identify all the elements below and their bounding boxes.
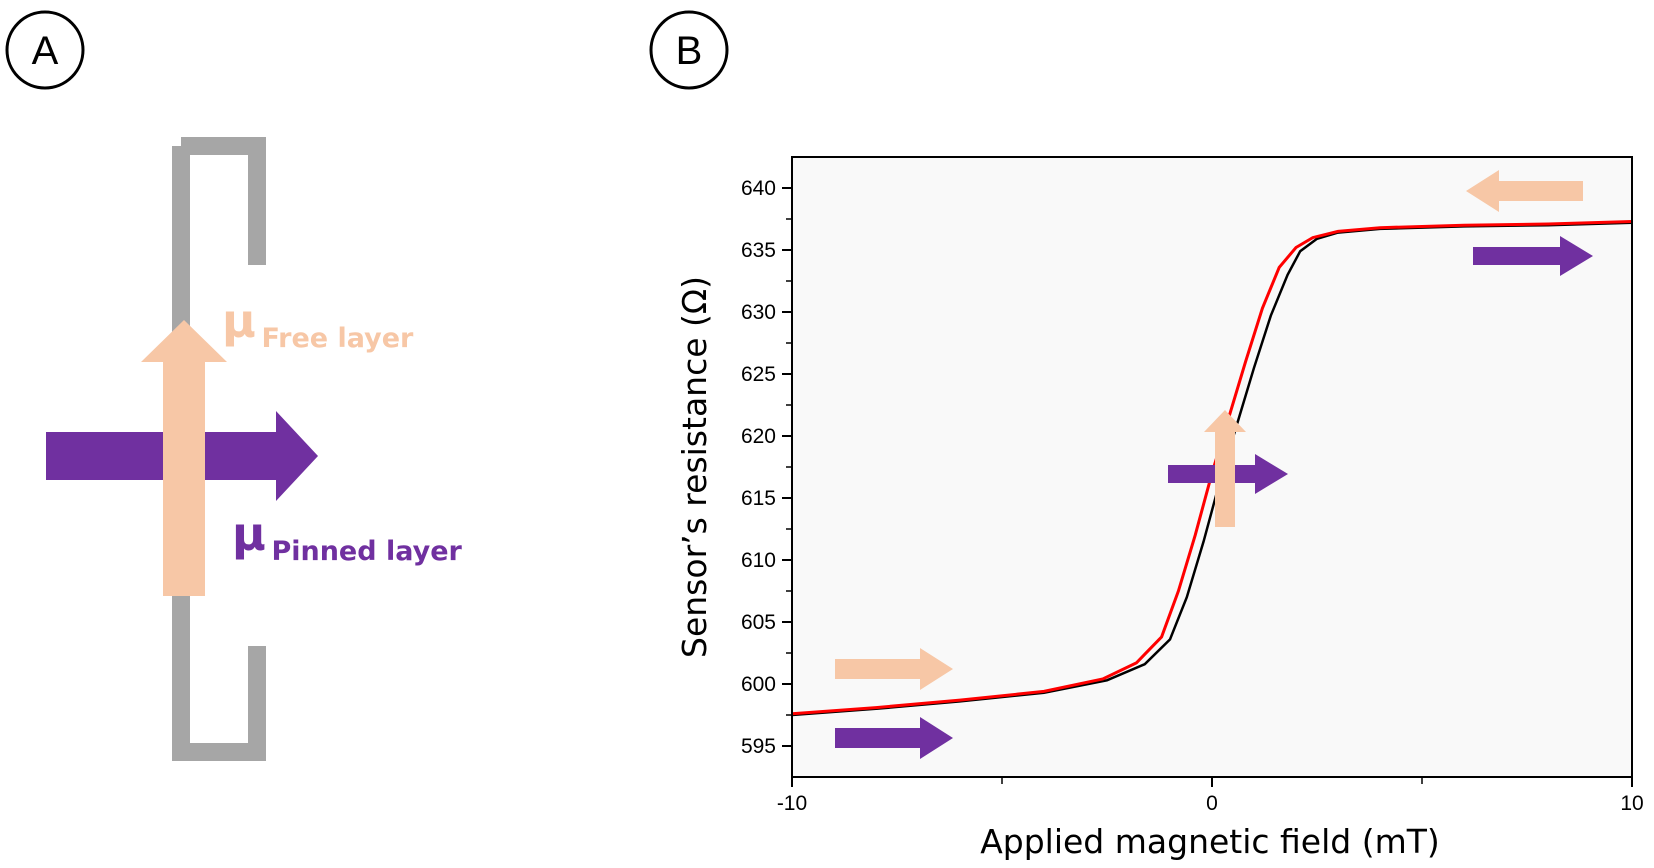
pinned-layer-mu: μ xyxy=(232,507,266,561)
free-layer-mu: μ xyxy=(222,294,256,348)
mid-field-free-arrow-icon xyxy=(1204,410,1246,527)
low-field-free-arrow-icon xyxy=(835,648,953,690)
pinned-layer-label: μ Pinned layer xyxy=(232,507,463,567)
free-layer-label: μ Free layer xyxy=(222,294,414,354)
y-axis-title: Sensor’s resistance (Ω) xyxy=(675,276,714,658)
panel-a: A μ Free layer μ Pinned layer xyxy=(5,10,463,761)
annotation-arrows xyxy=(835,170,1593,759)
panel-a-label: A xyxy=(32,29,59,73)
y-tick-label: 640 xyxy=(741,177,776,200)
y-axis-ticks: 595 600 605 610 615 620 625 630 635 640 xyxy=(741,177,792,758)
y-tick-label: 600 xyxy=(741,673,776,696)
sensor-bracket-top xyxy=(172,137,266,338)
x-axis-title: Applied magnetic field (mT) xyxy=(980,822,1440,861)
x-tick-label: 0 xyxy=(1206,792,1218,815)
sensor-bracket-bottom xyxy=(172,592,266,761)
pinned-layer-subscript: Pinned layer xyxy=(271,536,462,567)
y-tick-label: 615 xyxy=(741,487,776,510)
y-tick-label: 635 xyxy=(741,239,776,262)
low-field-pinned-arrow-icon xyxy=(835,717,953,759)
y-tick-label: 625 xyxy=(741,363,776,386)
free-layer-subscript: Free layer xyxy=(261,323,414,354)
high-field-free-arrow-icon xyxy=(1466,170,1583,212)
y-tick-label: 595 xyxy=(741,735,776,758)
x-axis-ticks: -10 0 10 xyxy=(777,777,1644,815)
panel-b-circle xyxy=(649,10,729,90)
panel-b-label: B xyxy=(676,29,703,73)
panel-a-circle xyxy=(5,10,85,90)
y-tick-label: 630 xyxy=(741,301,776,324)
x-tick-label: 10 xyxy=(1620,792,1643,815)
high-field-pinned-arrow-icon xyxy=(1473,236,1593,276)
y-tick-label: 610 xyxy=(741,549,776,572)
y-tick-label: 620 xyxy=(741,425,776,448)
free-layer-arrow-icon xyxy=(141,320,227,596)
x-tick-label: -10 xyxy=(777,792,807,815)
y-tick-label: 605 xyxy=(741,611,776,634)
